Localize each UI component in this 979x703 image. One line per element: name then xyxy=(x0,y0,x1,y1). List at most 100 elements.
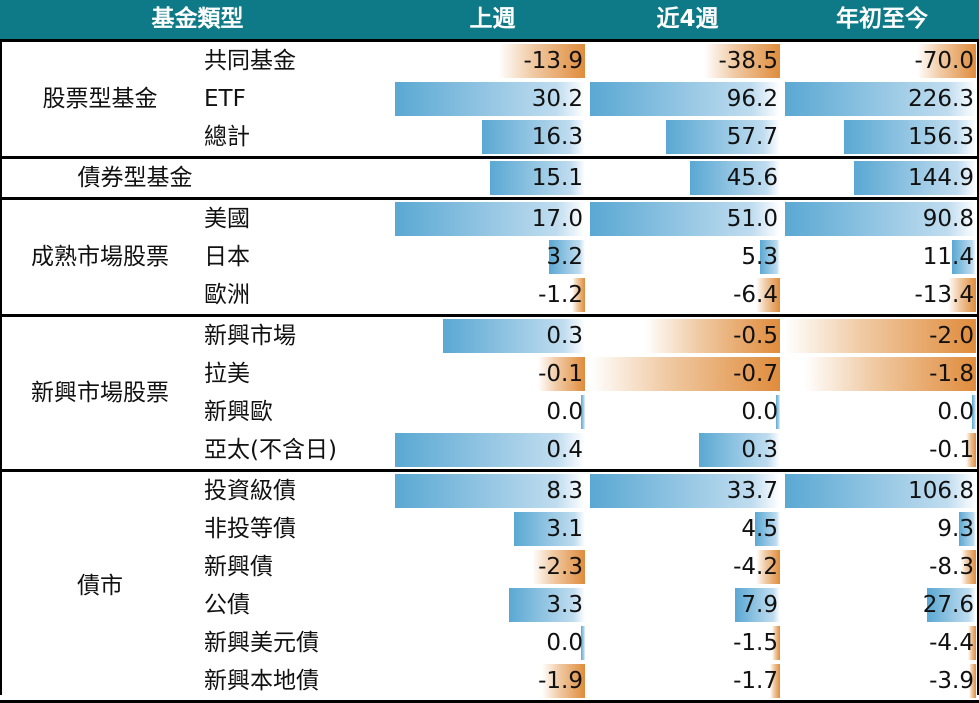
data-value: -38.5 xyxy=(718,48,778,74)
data-value: -4.4 xyxy=(929,630,974,656)
data-value: -1.7 xyxy=(733,668,778,694)
data-bar xyxy=(785,82,976,116)
data-value: 0.0 xyxy=(546,630,583,656)
data-value: 7.9 xyxy=(741,592,778,618)
data-value: -0.1 xyxy=(538,361,583,387)
data-bar xyxy=(760,240,780,274)
data-bar xyxy=(666,120,780,154)
data-bar xyxy=(770,664,780,698)
data-value: -0.7 xyxy=(733,361,778,387)
data-value: 3.3 xyxy=(546,592,583,618)
row-label: 投資級債 xyxy=(204,478,296,504)
row-label: 拉美 xyxy=(204,361,250,387)
row-label: 公債 xyxy=(204,592,250,618)
data-bar xyxy=(785,474,976,508)
row-label: 新興本地債 xyxy=(204,668,319,694)
data-value: -1.2 xyxy=(538,282,583,308)
row-label: 非投等債 xyxy=(204,516,296,542)
data-bar xyxy=(959,512,976,546)
data-bar xyxy=(590,474,780,508)
data-value: 4.5 xyxy=(741,516,778,542)
data-value: 3.2 xyxy=(546,244,583,270)
data-bar xyxy=(590,202,780,236)
data-bar xyxy=(442,319,585,353)
data-value: 51.0 xyxy=(726,206,778,232)
data-bar xyxy=(966,433,976,467)
header-fund-type: 基金類型 xyxy=(151,6,244,32)
data-bar xyxy=(395,433,585,467)
data-value: 90.8 xyxy=(922,206,974,232)
data-bar xyxy=(785,319,976,353)
data-value: 5.3 xyxy=(741,244,778,270)
data-bar xyxy=(590,357,780,391)
data-value: -13.4 xyxy=(914,282,974,308)
row-label: 總計 xyxy=(204,124,250,150)
data-value: 8.3 xyxy=(546,478,583,504)
data-bar xyxy=(785,202,976,236)
group-label: 新興市場股票 xyxy=(31,380,169,406)
data-bar xyxy=(549,240,585,274)
row-label: 美國 xyxy=(204,206,250,232)
data-bar xyxy=(581,626,585,660)
data-bar xyxy=(735,588,780,622)
data-bar xyxy=(926,588,976,622)
data-bar xyxy=(952,240,976,274)
data-value: -1.9 xyxy=(538,668,583,694)
row-label: 新興市場 xyxy=(204,323,296,349)
data-bar xyxy=(482,120,585,154)
data-bar xyxy=(804,357,976,391)
data-bar xyxy=(644,319,780,353)
data-value: 9.3 xyxy=(937,516,974,542)
data-bar xyxy=(395,474,585,508)
data-bar xyxy=(754,512,780,546)
data-value: 226.3 xyxy=(908,86,974,112)
data-value: 3.1 xyxy=(546,516,583,542)
data-value: 0.4 xyxy=(546,437,583,463)
data-value: 156.3 xyxy=(908,124,974,150)
right-border xyxy=(977,39,979,695)
data-bar xyxy=(571,278,585,312)
table-header: 基金類型 上週 近4週 年初至今 xyxy=(0,0,979,39)
data-value: 0.0 xyxy=(741,399,778,425)
header-last-week: 上週 xyxy=(469,6,516,32)
left-border xyxy=(0,39,2,695)
group-label: 股票型基金 xyxy=(42,86,158,112)
data-value: 30.2 xyxy=(531,86,583,112)
data-value: 11.4 xyxy=(922,244,974,270)
data-bar xyxy=(581,395,585,429)
data-bar xyxy=(776,395,780,429)
data-value: -4.2 xyxy=(733,554,778,580)
data-value: -2.0 xyxy=(929,323,974,349)
data-bar xyxy=(916,44,976,78)
row-label: 新興歐 xyxy=(204,399,273,425)
data-bar xyxy=(497,44,585,78)
data-bar xyxy=(698,433,780,467)
data-bar xyxy=(395,202,585,236)
data-bar xyxy=(532,550,585,584)
data-value: 57.7 xyxy=(726,124,778,150)
row-label: ETF xyxy=(204,86,246,112)
group-label: 成熟市場股票 xyxy=(31,244,169,270)
data-bar xyxy=(968,626,976,660)
data-bar xyxy=(703,44,780,78)
data-value: -0.5 xyxy=(733,323,778,349)
data-value: -1.5 xyxy=(733,630,778,656)
data-bar xyxy=(844,120,976,154)
data-value: 0.3 xyxy=(741,437,778,463)
data-bar xyxy=(961,550,976,584)
row-label: 共同基金 xyxy=(204,48,296,74)
data-bar xyxy=(969,664,976,698)
data-value: 0.3 xyxy=(546,323,583,349)
data-bar xyxy=(947,278,976,312)
group-separator xyxy=(0,197,979,200)
data-value: 106.8 xyxy=(908,478,974,504)
data-value: -1.8 xyxy=(929,361,974,387)
data-bar xyxy=(590,82,780,116)
data-bar xyxy=(771,626,780,660)
data-value: 33.7 xyxy=(726,478,778,504)
header-separator xyxy=(0,39,979,42)
data-value: 144.9 xyxy=(908,165,974,191)
data-value: 96.2 xyxy=(726,86,778,112)
row-label: 新興美元債 xyxy=(204,630,319,656)
